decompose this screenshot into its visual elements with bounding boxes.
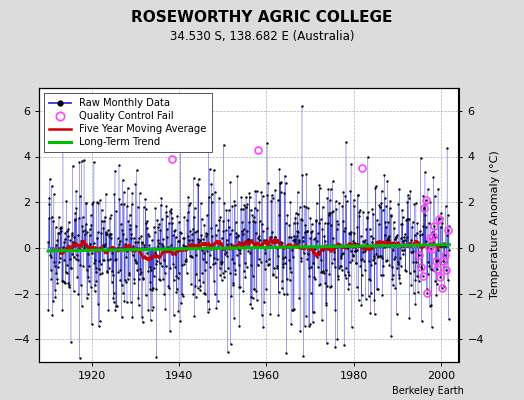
Y-axis label: Temperature Anomaly (°C): Temperature Anomaly (°C): [489, 151, 499, 299]
Text: Berkeley Earth: Berkeley Earth: [392, 386, 464, 396]
Text: ROSEWORTHY AGRIC COLLEGE: ROSEWORTHY AGRIC COLLEGE: [132, 10, 392, 25]
Legend: Raw Monthly Data, Quality Control Fail, Five Year Moving Average, Long-Term Tren: Raw Monthly Data, Quality Control Fail, …: [45, 93, 212, 152]
Text: 34.530 S, 138.682 E (Australia): 34.530 S, 138.682 E (Australia): [170, 30, 354, 43]
